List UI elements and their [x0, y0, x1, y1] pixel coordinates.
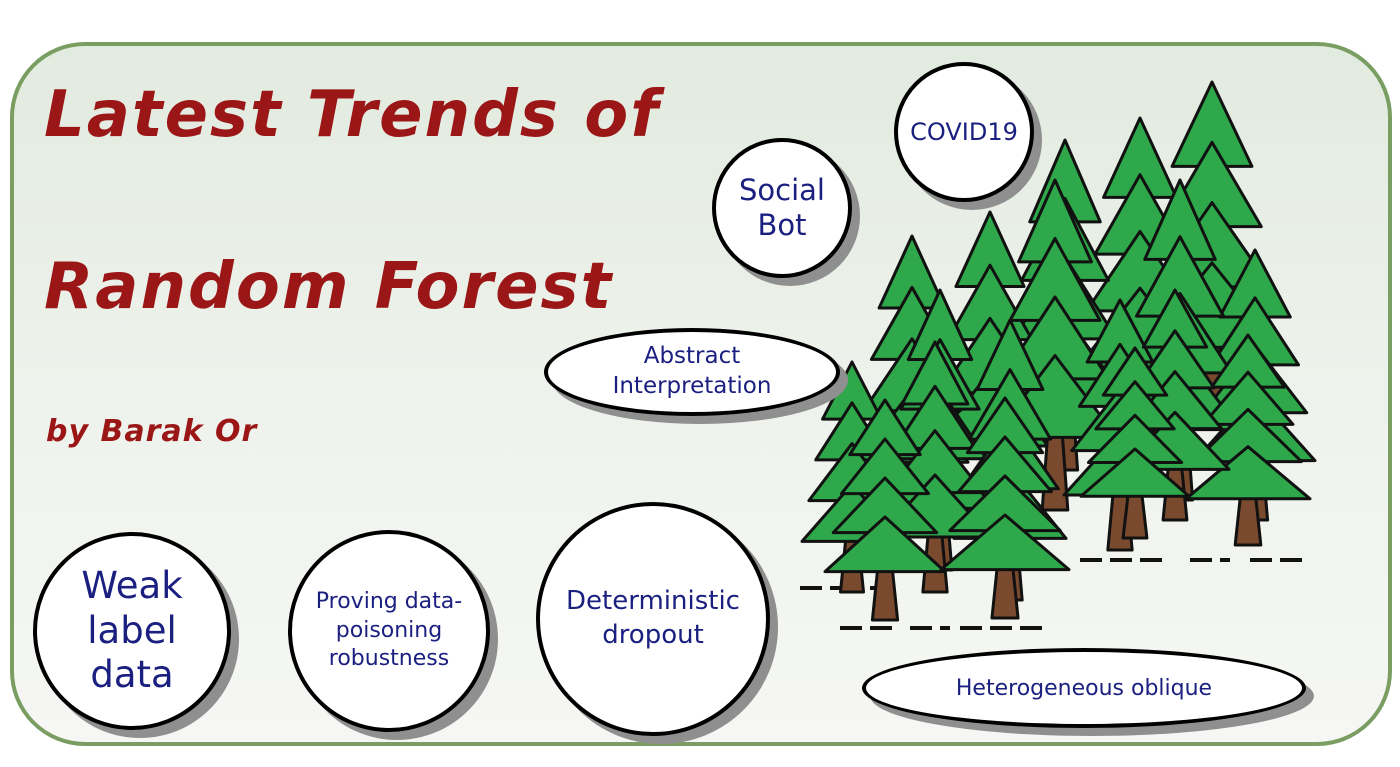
bubble-proving-robustness: Proving data-poisoning robustness [288, 530, 490, 732]
bubble-covid19: COVID19 [894, 62, 1034, 202]
bubble-weak-label-data-label: Weak label data [81, 564, 183, 697]
pine-tree-icon [939, 396, 1071, 620]
bubble-heterogeneous-oblique-label: Heterogeneous oblique [955, 675, 1213, 701]
bubble-heterogeneous-oblique: Heterogeneous oblique [862, 648, 1306, 728]
bubble-covid19-label: COVID19 [910, 118, 1018, 146]
pine-tree-icon [1184, 333, 1312, 547]
pine-tree-icon [823, 398, 947, 622]
pine-tree-icon [1079, 346, 1191, 540]
title-line-1: Latest Trends of [44, 78, 661, 152]
bubble-weak-label-data: Weak label data [33, 532, 231, 730]
bubble-social-bot: Social Bot [712, 138, 852, 278]
title-line-2: Random Forest [44, 250, 614, 324]
bubble-deterministic-dropout: Deterministic dropout [536, 502, 770, 736]
author-label: by Barak Or [46, 414, 258, 449]
bubble-deterministic-dropout-label: Deterministic dropout [566, 586, 740, 650]
bubble-proving-robustness-label: Proving data-poisoning robustness [315, 589, 463, 672]
bubble-abstract-interpretation-label: Abstract Interpretation [612, 343, 772, 399]
bubble-abstract-interpretation: Abstract Interpretation [544, 328, 840, 416]
bubble-social-bot-label: Social Bot [739, 173, 825, 242]
